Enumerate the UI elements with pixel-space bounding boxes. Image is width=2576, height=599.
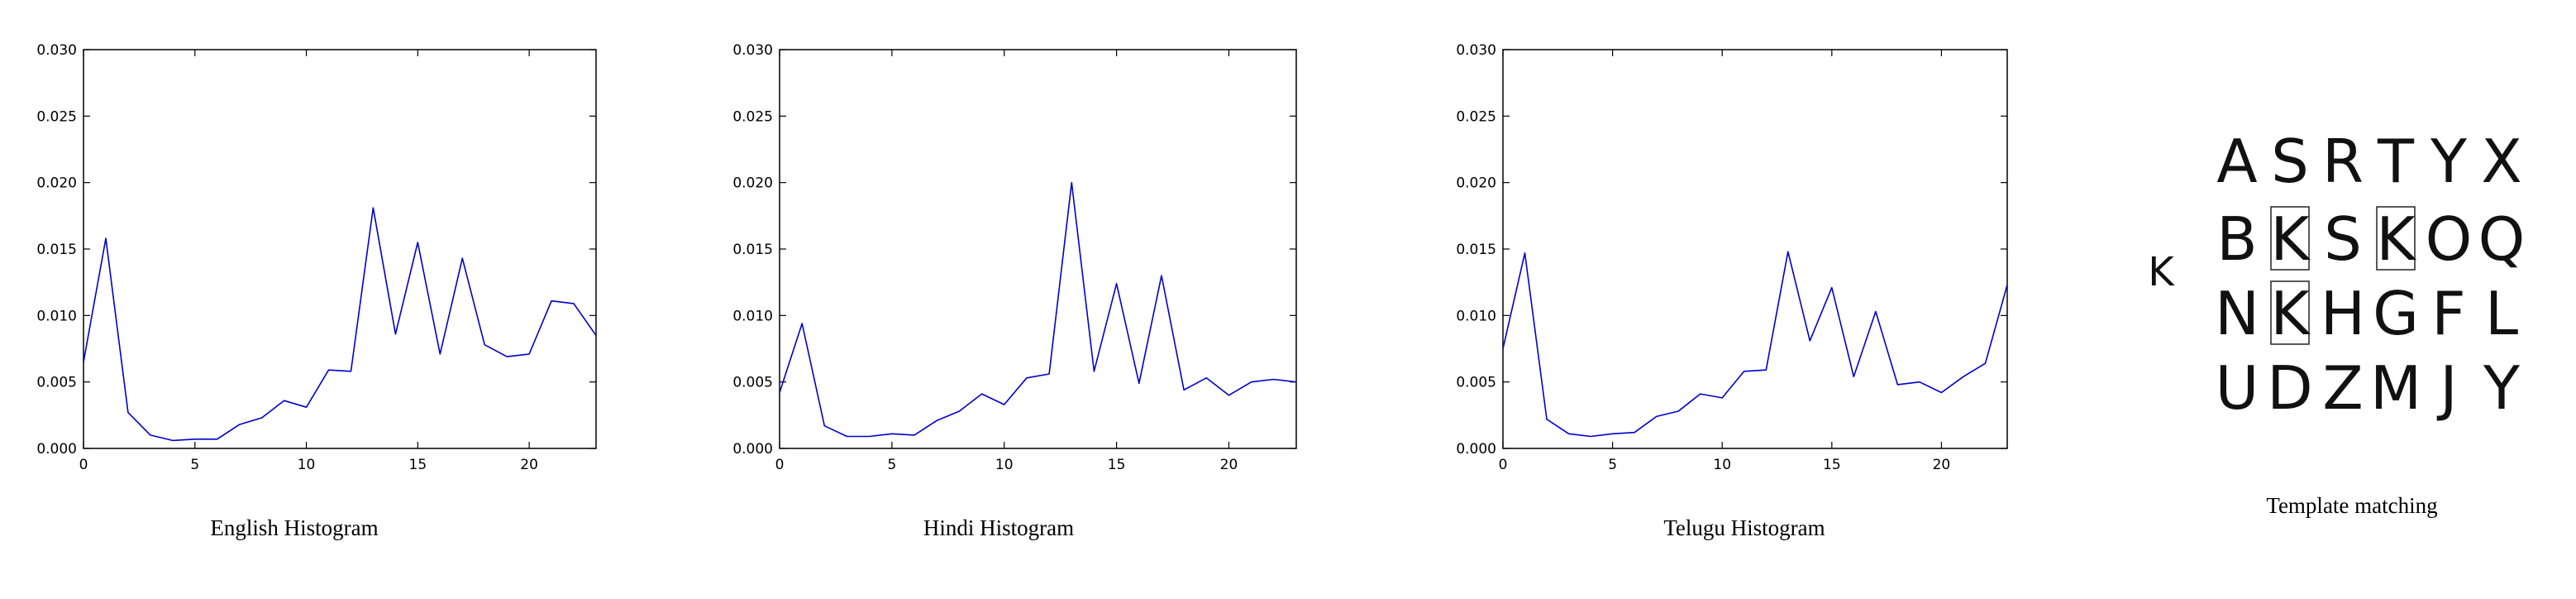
template-matching-caption: Template matching [2266,493,2437,518]
chart-1: 0.000 0.005 0.010 0.015 0.020 0.025 0.030 0 5 10 1… [732,42,1297,540]
y-tick-label: 0.030 [732,42,773,59]
histogram-charts: 0.000 0.005 0.010 0.015 0.020 0.025 0.030 0 5 10 1… [36,42,2008,540]
chart-caption: English Histogram [210,515,378,540]
template-grid-letter: S [2271,127,2309,196]
y-tick-label: 0.020 [36,175,77,192]
chart-caption: Hindi Histogram [923,515,1074,540]
y-tick-label: 0.005 [1456,375,1496,391]
x-tick-label: 5 [887,457,896,473]
y-tick-label: 0.000 [732,441,773,458]
match-box [2376,206,2416,271]
template-grid-letter: D [2267,353,2312,423]
y-tick-label: 0.030 [36,42,77,59]
template-grid-letter: H [2321,279,2365,348]
x-tick-label: 5 [1608,457,1617,473]
template-grid-letter: X [2481,127,2521,196]
y-tick-label: 0.025 [36,108,77,125]
template-grid-letter: A [2216,127,2257,196]
y-tick-label: 0.015 [1456,242,1496,258]
template-grid-letter: O [2426,204,2473,274]
x-tick-label: 10 [1713,457,1731,473]
y-tick-label: 0.030 [1456,42,1496,59]
plot-frame [83,49,597,449]
template-grid-letter: K [2270,204,2311,274]
template-grid-letter: R [2322,127,2364,196]
series-line [83,207,597,442]
x-tick-label: 0 [1499,457,1508,473]
chart-0: 0.000 0.005 0.010 0.015 0.020 0.025 0.030 0 5 10 1… [36,42,597,540]
y-tick-label: 0.000 [36,441,77,458]
x-tick-label: 20 [1220,457,1238,473]
match-box [2270,206,2310,271]
query-letter: K [2148,249,2175,295]
x-tick-label: 10 [995,457,1014,473]
x-tick-label: 15 [1823,457,1841,473]
y-tick-label: 0.010 [36,308,77,324]
x-tick-label: 20 [520,457,538,473]
template-grid-letter: M [2370,353,2421,423]
series-line [779,181,1297,438]
x-tick-label: 5 [190,457,199,473]
y-tick-label: 0.005 [36,375,77,391]
chart-2: 0.000 0.005 0.010 0.015 0.020 0.025 0.030 0 5 10 1… [1456,42,2008,540]
y-tick-label: 0.020 [732,175,773,192]
template-grid-letter: K [2270,279,2311,348]
y-tick-label: 0.010 [732,308,773,324]
template-grid-letter: Y [2483,353,2521,423]
template-grid-letter: S [2324,204,2362,274]
y-tick-label: 0.010 [1456,308,1496,324]
template-grid-letter: U [2216,353,2259,423]
template-grid-letter: N [2215,279,2259,348]
y-tick-label: 0.025 [1456,108,1496,125]
y-tick-label: 0.015 [36,242,77,258]
x-tick-label: 15 [1108,457,1126,473]
series-line [1502,251,2008,438]
template-grid-letter: B [2216,204,2257,274]
y-tick-label: 0.005 [732,375,773,391]
y-tick-label: 0.020 [1456,175,1496,192]
x-tick-label: 0 [79,457,88,473]
y-tick-label: 0.000 [1456,441,1496,458]
y-tick-label: 0.025 [732,108,773,125]
x-tick-label: 10 [298,457,316,473]
y-tick-label: 0.015 [732,242,773,258]
plot-frame [1502,49,2008,449]
x-tick-label: 15 [409,457,427,473]
x-tick-label: 0 [775,457,785,473]
template-grid-letter: G [2373,279,2419,348]
chart-caption: Telugu Histogram [1663,515,1825,540]
template-grid-letter: Q [2478,204,2526,274]
match-box [2270,280,2310,345]
template-grid-letter: Z [2322,353,2363,423]
x-tick-label: 20 [1933,457,1951,473]
template-grid-letter: T [2377,127,2415,196]
template-grid-letter: J [2436,353,2457,423]
template-grid-letter: F [2431,279,2465,348]
template-grid-letter: Y [2430,127,2468,196]
template-grid-letter: K [2376,204,2416,274]
plot-frame [779,49,1297,449]
template-grid-letter: L [2485,279,2518,348]
